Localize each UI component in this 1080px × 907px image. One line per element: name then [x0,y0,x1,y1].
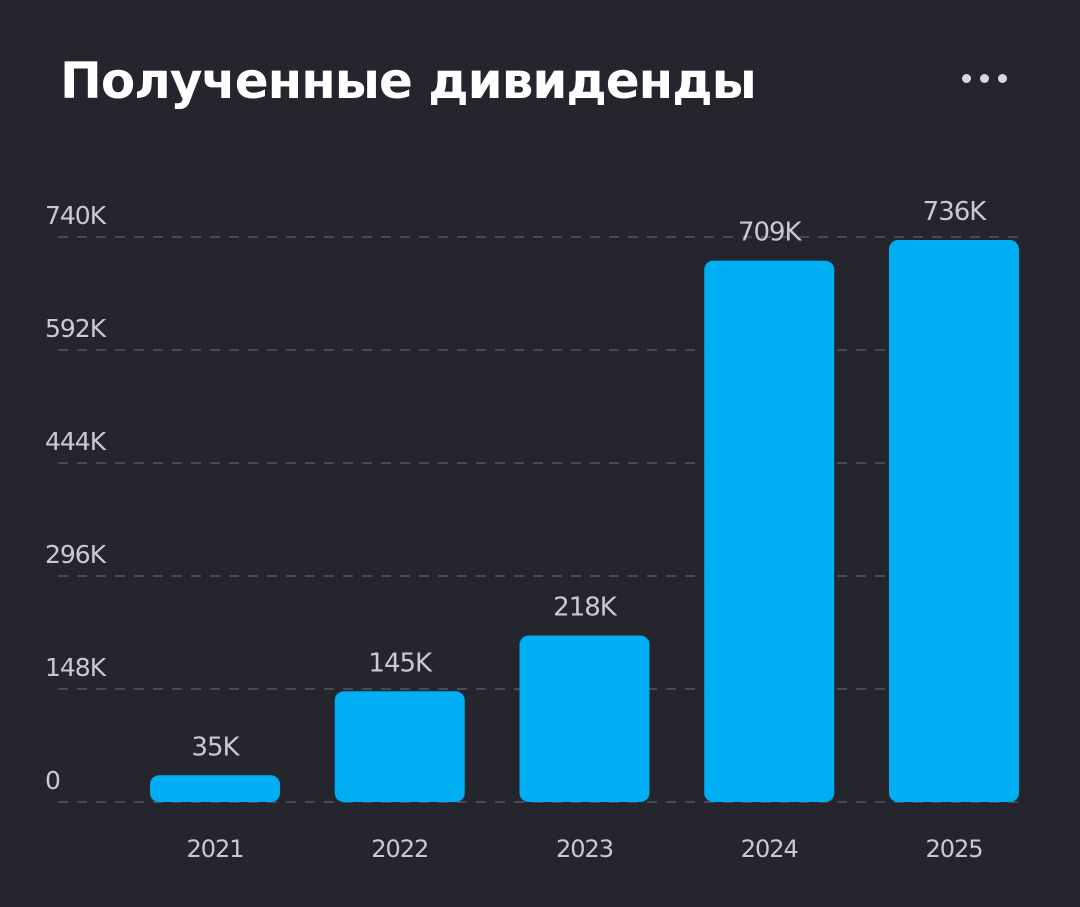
bar-value-label: 218K [553,593,618,623]
x-tick-label: 2025 [925,835,982,863]
bar [150,775,280,802]
bar-value-label: 736K [923,197,988,227]
x-tick-label: 2022 [371,835,428,863]
bar [519,635,650,802]
bar [334,691,465,802]
x-tick-label: 2024 [741,835,798,863]
y-tick-label: 592K [45,314,107,343]
y-tick-label: 148K [45,653,107,682]
bar-value-label: 709K [738,218,803,248]
x-tick-label: 2021 [186,835,243,863]
more-options-button[interactable] [948,58,1020,98]
chart-title: Полученные дивиденды [60,52,757,110]
more-horizontal-icon [997,73,1007,83]
bar-value-label: 145K [368,648,433,678]
y-tick-label: 740K [45,201,107,230]
bar-value-label: 35K [191,732,240,762]
y-tick-label: 296K [45,540,107,569]
x-tick-label: 2023 [556,835,613,863]
more-horizontal-icon [961,73,971,83]
more-horizontal-icon [979,73,989,83]
bar [889,240,1019,802]
y-tick-label: 0 [45,766,60,795]
y-tick-label: 444K [45,427,107,456]
bar [704,260,835,802]
